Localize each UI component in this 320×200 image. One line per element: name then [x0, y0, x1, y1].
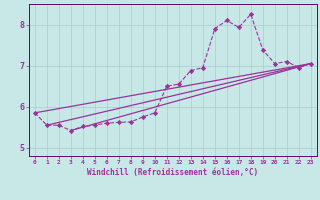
X-axis label: Windchill (Refroidissement éolien,°C): Windchill (Refroidissement éolien,°C) [87, 168, 258, 177]
